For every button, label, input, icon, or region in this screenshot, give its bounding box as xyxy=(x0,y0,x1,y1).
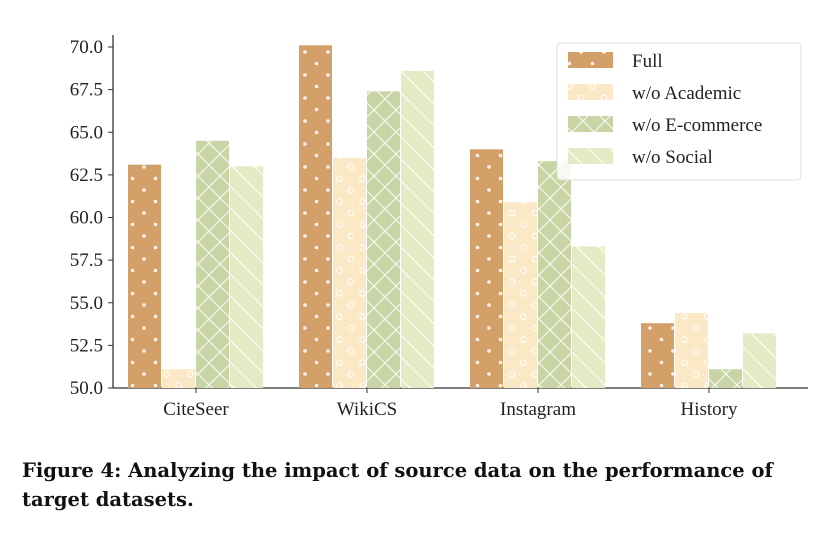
bar-hatch xyxy=(675,312,708,388)
bar-hatch xyxy=(128,164,161,388)
legend: Full w/o Academic w/o E-commerce w/o Social xyxy=(556,42,802,181)
y-tick-label: 62.5 xyxy=(70,165,103,186)
legend-label: w/o Academic xyxy=(632,83,741,104)
x-tick-label: WikiCS xyxy=(337,399,397,420)
legend-label: Full xyxy=(632,51,663,72)
y-tick-label: 55.0 xyxy=(70,293,103,314)
y-tick-label: 65.0 xyxy=(70,122,103,143)
bar-hatch xyxy=(196,140,229,388)
bar-hatch xyxy=(162,369,195,388)
y-tick-label: 67.5 xyxy=(70,80,103,101)
legend-swatch-hatch xyxy=(568,148,613,164)
bar-hatch xyxy=(572,246,605,388)
bar-hatch xyxy=(470,149,503,388)
x-tick-label: Instagram xyxy=(500,399,576,420)
bar-hatch xyxy=(299,45,332,389)
y-tick-label: 60.0 xyxy=(70,208,103,229)
bar-hatch xyxy=(709,369,742,388)
bar-hatch xyxy=(230,166,263,388)
figure-caption: Figure 4: Analyzing the impact of source… xyxy=(22,459,773,511)
legend-box xyxy=(556,42,802,181)
bar-hatch xyxy=(333,157,366,388)
bar-hatch xyxy=(367,91,400,388)
x-tick-label: CiteSeer xyxy=(163,399,229,420)
y-tick-label: 70.0 xyxy=(70,37,103,58)
legend-label: w/o Social xyxy=(632,147,713,168)
bar-chart: 50.0 52.5 55.0 57.5 60.0 62.5 65.0 67.5 70.0 Cite… xyxy=(70,35,808,420)
bar-hatch xyxy=(401,70,434,389)
y-tick-label: 52.5 xyxy=(70,335,103,356)
y-tick-label: 57.5 xyxy=(70,250,103,271)
legend-swatch-hatch xyxy=(568,84,613,100)
y-tick-label: 50.0 xyxy=(70,378,103,399)
bar-hatch xyxy=(538,161,571,388)
bar-hatch xyxy=(504,202,537,388)
legend-label: w/o E-commerce xyxy=(632,115,762,136)
bar-hatch xyxy=(641,323,674,388)
legend-swatch-hatch xyxy=(568,116,613,132)
x-tick-label: History xyxy=(681,399,739,420)
legend-swatch-hatch xyxy=(568,52,613,68)
bar-hatch xyxy=(743,333,776,388)
